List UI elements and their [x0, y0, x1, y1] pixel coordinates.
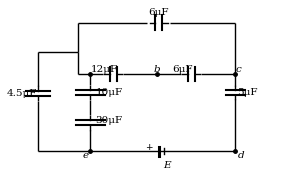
- Text: 4.5μF: 4.5μF: [7, 89, 37, 98]
- Text: 10μF: 10μF: [95, 88, 122, 97]
- Text: c: c: [235, 65, 241, 74]
- Text: 12μF: 12μF: [91, 65, 118, 74]
- Text: e: e: [82, 151, 89, 160]
- Text: −: −: [168, 146, 175, 155]
- Text: 6μF: 6μF: [172, 65, 193, 74]
- Text: b: b: [153, 65, 160, 74]
- Text: 5μF: 5μF: [237, 88, 257, 97]
- Text: +: +: [145, 143, 152, 152]
- Text: E: E: [163, 161, 171, 169]
- Text: 6μF: 6μF: [148, 8, 169, 17]
- Text: 30μF: 30μF: [95, 117, 122, 125]
- Text: d: d: [238, 151, 245, 160]
